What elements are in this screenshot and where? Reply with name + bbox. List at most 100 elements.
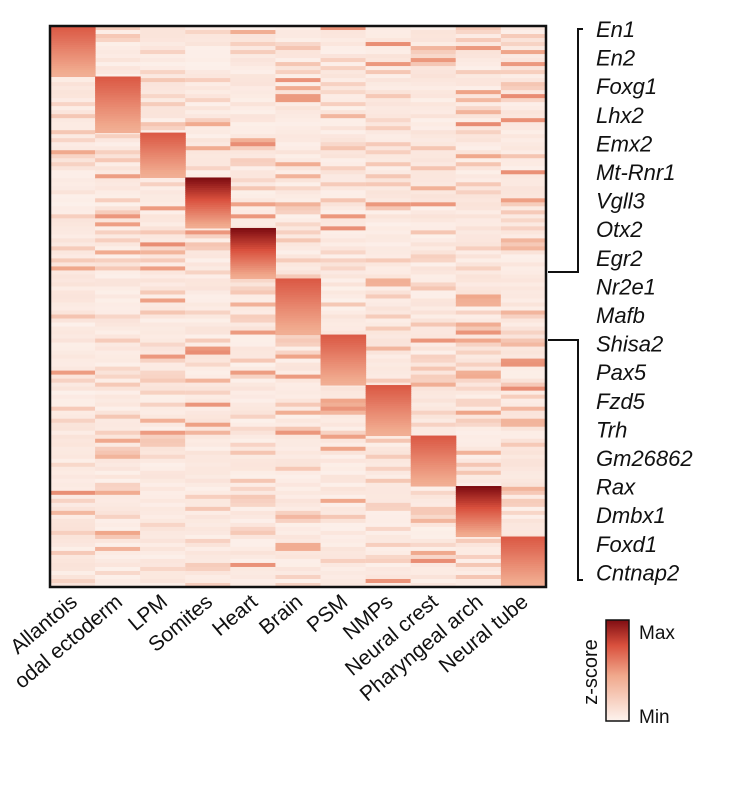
heatmap-cell bbox=[410, 322, 457, 328]
heatmap-cell bbox=[500, 170, 547, 175]
heatmap-cell bbox=[320, 130, 367, 135]
heatmap-cell bbox=[185, 138, 231, 143]
heatmap-cell bbox=[95, 382, 141, 388]
heatmap-cell bbox=[320, 174, 367, 179]
heatmap-cell bbox=[50, 326, 96, 332]
heatmap-cell bbox=[365, 282, 412, 287]
heatmap-cell bbox=[275, 102, 322, 107]
heatmap-cell bbox=[455, 382, 502, 388]
marker-block-cell bbox=[230, 240, 276, 244]
heatmap-cell bbox=[230, 490, 276, 496]
heatmap-cell bbox=[410, 90, 457, 95]
heatmap-cell bbox=[95, 438, 141, 444]
heatmap-cell bbox=[50, 206, 96, 211]
heatmap-cell bbox=[95, 274, 141, 279]
heatmap-cell bbox=[275, 58, 322, 63]
heatmap-cell bbox=[95, 142, 141, 147]
heatmap-cell bbox=[320, 554, 367, 560]
marker-block-cell bbox=[185, 219, 231, 223]
heatmap-cell bbox=[275, 230, 322, 235]
heatmap-cell bbox=[410, 158, 457, 163]
heatmap-cell bbox=[320, 182, 367, 187]
heatmap-cell bbox=[365, 50, 412, 55]
heatmap-cell bbox=[185, 30, 231, 35]
heatmap-cell bbox=[230, 382, 276, 388]
heatmap-cell bbox=[320, 74, 367, 79]
heatmap-cell bbox=[140, 442, 186, 448]
marker-block-cell bbox=[275, 329, 322, 333]
heatmap-cell bbox=[185, 290, 231, 295]
heatmap-cell bbox=[95, 466, 141, 472]
heatmap-cell bbox=[95, 42, 141, 47]
heatmap-cell bbox=[95, 462, 141, 468]
marker-block-cell bbox=[500, 561, 547, 565]
heatmap-cell bbox=[455, 474, 502, 480]
heatmap-cell bbox=[410, 538, 457, 544]
marker-block-cell bbox=[185, 183, 231, 187]
marker-block-cell bbox=[275, 294, 322, 298]
heatmap-cell bbox=[275, 150, 322, 155]
heatmap-cell bbox=[320, 290, 367, 295]
heatmap-cell bbox=[410, 82, 457, 87]
heatmap-cell bbox=[230, 102, 276, 107]
marker-block-cell bbox=[455, 530, 502, 533]
heatmap-cell bbox=[95, 154, 141, 159]
heatmap-cell bbox=[230, 206, 276, 211]
heatmap-cell bbox=[275, 466, 322, 472]
heatmap-cell bbox=[320, 418, 367, 424]
heatmap-cell bbox=[320, 406, 367, 412]
heatmap-cell bbox=[95, 38, 141, 43]
heatmap-cell bbox=[275, 558, 322, 564]
heatmap-cell bbox=[365, 226, 412, 231]
heatmap-cell bbox=[500, 106, 547, 111]
heatmap-cell bbox=[320, 494, 367, 500]
heatmap-cell bbox=[410, 502, 457, 508]
heatmap-cell bbox=[185, 38, 231, 43]
heatmap-cell bbox=[95, 254, 141, 259]
heatmap-cell bbox=[185, 442, 231, 448]
marker-block-cell bbox=[185, 206, 231, 210]
heatmap-cell bbox=[275, 54, 322, 59]
marker-block-cell bbox=[185, 211, 231, 214]
heatmap-cell bbox=[500, 514, 547, 520]
heatmap-cell bbox=[230, 510, 276, 516]
heatmap-cell bbox=[185, 74, 231, 79]
heatmap-cell bbox=[410, 518, 457, 524]
heatmap-cell bbox=[95, 158, 141, 163]
marker-block-cell bbox=[320, 378, 367, 382]
marker-block-cell bbox=[320, 364, 367, 367]
heatmap-cell bbox=[410, 402, 457, 408]
heatmap-cell bbox=[140, 446, 186, 452]
heatmap-cell bbox=[365, 270, 412, 275]
heatmap-cell bbox=[140, 526, 186, 532]
heatmap-cell bbox=[455, 434, 502, 440]
heatmap-cell bbox=[410, 306, 457, 312]
heatmap-cell bbox=[140, 226, 186, 231]
heatmap-cell bbox=[140, 46, 186, 51]
marker-block-cell bbox=[275, 299, 322, 303]
heatmap-cell bbox=[50, 250, 96, 255]
gene-label: Mt-Rnr1 bbox=[596, 160, 675, 185]
heatmap-cell bbox=[365, 366, 412, 372]
heatmap-cell bbox=[275, 538, 322, 544]
heatmap-cell bbox=[320, 122, 367, 127]
heatmap-cell bbox=[185, 58, 231, 63]
marker-block-cell bbox=[365, 412, 412, 415]
marker-block-cell bbox=[50, 34, 96, 38]
heatmap-cell bbox=[320, 62, 367, 67]
heatmap-cell bbox=[455, 210, 502, 215]
heatmap-cell bbox=[320, 426, 367, 432]
heatmap-cell bbox=[230, 126, 276, 131]
heatmap-cell bbox=[185, 474, 231, 480]
heatmap-cell bbox=[185, 146, 231, 151]
gene-label: Mafb bbox=[596, 303, 645, 328]
heatmap-cell bbox=[230, 222, 276, 227]
heatmap-cell bbox=[365, 338, 412, 344]
heatmap-cell bbox=[95, 502, 141, 508]
heatmap-cell bbox=[320, 270, 367, 275]
heatmap-cell bbox=[455, 230, 502, 235]
marker-block-cell bbox=[230, 246, 276, 250]
heatmap-cell bbox=[230, 198, 276, 203]
marker-block-cell bbox=[410, 441, 457, 445]
heatmap-cell bbox=[500, 74, 547, 79]
